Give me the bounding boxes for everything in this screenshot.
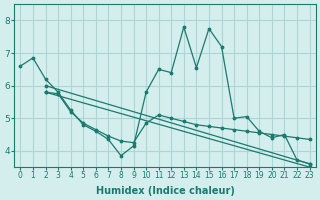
- X-axis label: Humidex (Indice chaleur): Humidex (Indice chaleur): [96, 186, 234, 196]
